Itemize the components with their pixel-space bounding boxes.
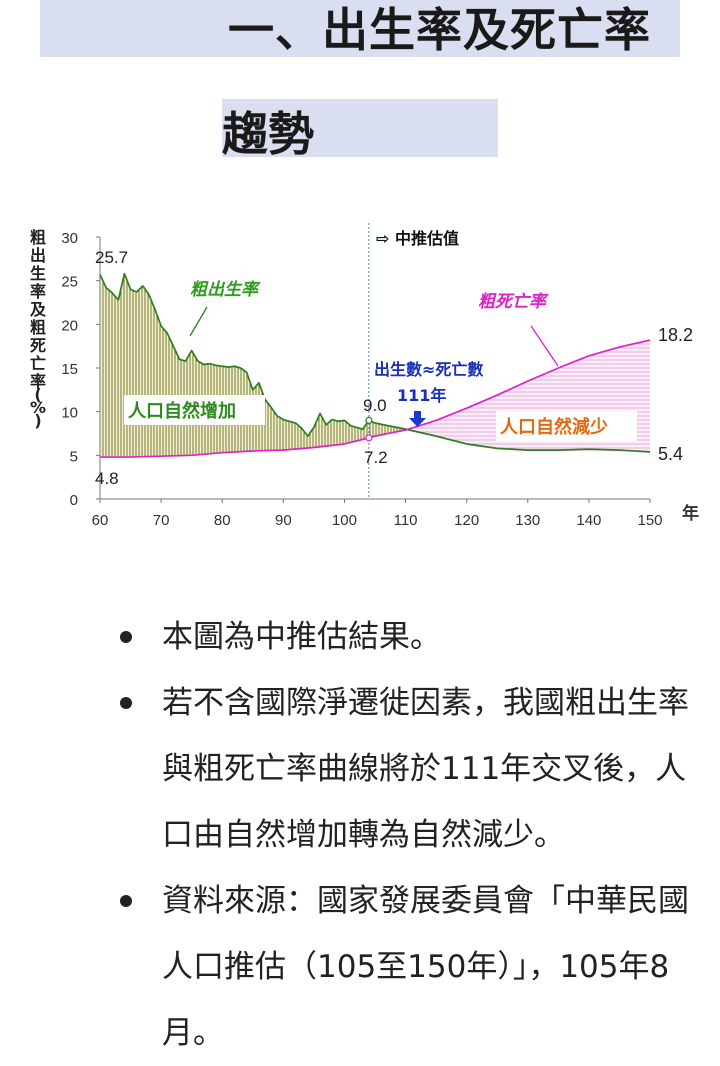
heading-line2: 趨勢 bbox=[222, 107, 314, 161]
crossover-arrow bbox=[409, 411, 426, 427]
birth-label-leader bbox=[189, 306, 208, 337]
death-series-label: 粗死亡率 bbox=[478, 292, 549, 312]
decrease-label-bg bbox=[496, 411, 637, 441]
x-tick-label: 110 bbox=[394, 512, 418, 529]
heading-line1: 一、出生率及死亡率 bbox=[228, 3, 651, 57]
crossover-year: 111年 bbox=[397, 386, 446, 405]
x-tick-label: 130 bbox=[515, 512, 540, 529]
y-axis-title: 粗出生率及粗死亡率(%) bbox=[30, 228, 47, 430]
x-tick-label: 150 bbox=[637, 512, 662, 529]
y-tick-label: 5 bbox=[70, 448, 78, 465]
x-tick-label: 70 bbox=[153, 512, 170, 529]
list-item: 資料來源：國家發展委員會「中華民國人口推估（105至150年）」，105年8月。 bbox=[120, 868, 710, 1066]
y-tick-label: 20 bbox=[61, 317, 78, 334]
natural-increase-label: 人口自然增加 bbox=[128, 400, 236, 422]
natural-decrease-label: 人口自然減少 bbox=[500, 416, 608, 438]
x-tick-label: 120 bbox=[454, 512, 479, 529]
bullet-dot bbox=[120, 697, 132, 709]
death-104-point bbox=[365, 434, 373, 442]
birth-death-rate-chart: 0 5 10 15 20 25 30 60 70 80 90 100 110 120 130 140 150 年 粗… bbox=[30, 223, 699, 529]
note-text: 若不含國際淨遷徙因素，我國粗出生率與粗死亡率曲線將於111年交叉後，人口由自然增… bbox=[162, 685, 689, 853]
x-unit-label: 年 bbox=[682, 503, 699, 524]
note-text: 本圖為中推估結果。 bbox=[162, 619, 441, 655]
death-label-leader bbox=[530, 325, 559, 367]
increase-label-bg bbox=[124, 395, 265, 425]
death-104-value: 7.2 bbox=[364, 448, 388, 467]
birth-end-value: 5.4 bbox=[658, 444, 683, 464]
bullet-dot bbox=[120, 895, 132, 907]
birth-series-label: 粗出生率 bbox=[190, 280, 261, 300]
y-tick-label: 30 bbox=[61, 230, 78, 247]
x-tick-label: 90 bbox=[275, 512, 292, 529]
list-item: 若不含國際淨遷徙因素，我國粗出生率與粗死亡率曲線將於111年交叉後，人口由自然增… bbox=[120, 670, 710, 868]
birth-104-value: 9.0 bbox=[363, 396, 387, 415]
birth-104-point bbox=[365, 416, 373, 424]
heading-band bbox=[40, 0, 680, 57]
x-tick-label: 100 bbox=[332, 512, 357, 529]
x-tick-label: 140 bbox=[576, 512, 601, 529]
list-item: 本圖為中推估結果。 bbox=[120, 604, 710, 670]
y-tick-label: 25 bbox=[61, 274, 78, 291]
death-end-value: 18.2 bbox=[658, 325, 693, 345]
x-tick-label: 80 bbox=[214, 512, 231, 529]
death-start-value: 4.8 bbox=[95, 469, 119, 488]
crossover-text: 出生數≈死亡數 bbox=[374, 360, 483, 379]
projection-label: ⇨ 中推估值 bbox=[376, 229, 459, 248]
y-tick-label: 0 bbox=[70, 492, 78, 509]
y-tick-label: 10 bbox=[61, 405, 78, 422]
birth-start-value: 25.7 bbox=[95, 248, 128, 267]
bullet-dot bbox=[120, 631, 132, 643]
natural-increase-area bbox=[100, 273, 412, 458]
note-text: 資料來源：國家發展委員會「中華民國人口推估（105至150年）」，105年8月。 bbox=[162, 883, 689, 1051]
x-tick-label: 60 bbox=[92, 512, 109, 529]
notes-list: 本圖為中推估結果。 若不含國際淨遷徙因素，我國粗出生率與粗死亡率曲線將於111年… bbox=[120, 604, 710, 1066]
heading-band-2 bbox=[222, 99, 498, 157]
y-tick-label: 15 bbox=[61, 361, 78, 378]
